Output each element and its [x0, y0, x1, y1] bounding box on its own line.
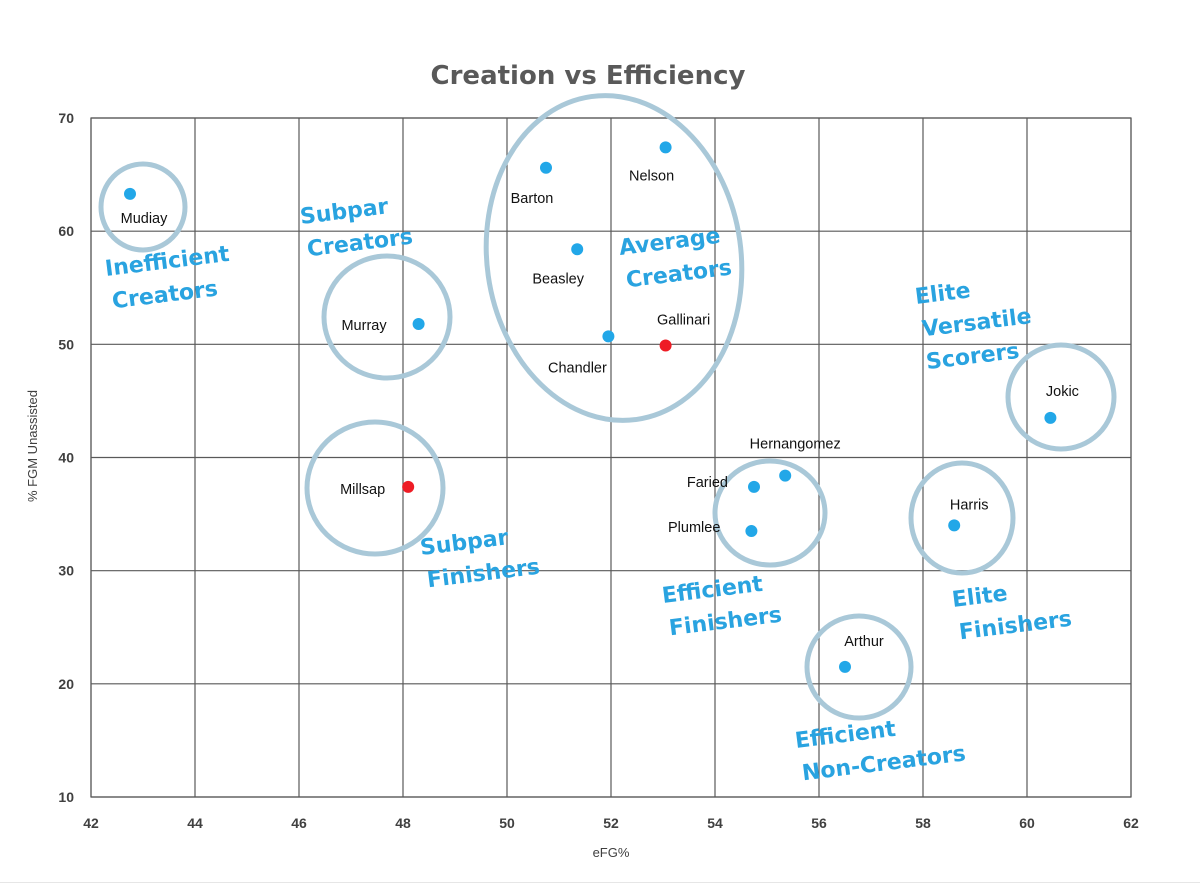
- x-axis-ticks: 42 44 46 48 50 52 54 56 58 60 62: [83, 815, 1139, 831]
- group-annotation-line: Average: [618, 224, 722, 261]
- data-point-faried: [748, 480, 760, 493]
- data-point-barton: [540, 161, 552, 174]
- group-annotation-line: Inefficient: [104, 242, 232, 282]
- group-annotation: AverageCreators: [618, 223, 734, 294]
- plot-frame: [90, 117, 1132, 798]
- group-annotation-line: Efficient: [794, 717, 898, 754]
- group-annotation: SubparFinishers: [419, 522, 542, 594]
- point-label: Mudiay: [121, 211, 168, 227]
- group-ring: [804, 613, 914, 721]
- data-point-jokic: [1044, 411, 1057, 424]
- data-point-murray: [412, 317, 425, 330]
- x-tick-label: 42: [83, 815, 99, 831]
- y-tick-label: 10: [58, 789, 74, 805]
- point-labels: Mudiay Murray Millsap Barton Nelson Beasley Ch…: [121, 168, 1079, 649]
- x-tick-label: 50: [499, 815, 515, 831]
- data-point-nelson: [659, 141, 672, 154]
- group-rings: [98, 93, 1117, 721]
- point-label: Jokic: [1046, 384, 1079, 400]
- y-tick-label: 20: [58, 676, 74, 692]
- y-tick-label: 50: [58, 336, 74, 352]
- point-label: Gallinari: [657, 312, 710, 328]
- x-axis-label: eFG%: [593, 845, 630, 860]
- group-annotation: EfficientFinishers: [661, 570, 784, 642]
- y-axis-label: % FGM Unassisted: [25, 390, 40, 502]
- data-point-arthur: [839, 660, 851, 673]
- y-tick-label: 60: [58, 223, 74, 239]
- point-label: Plumlee: [668, 520, 720, 536]
- point-label: Faried: [687, 475, 728, 491]
- y-tick-label: 70: [58, 110, 74, 126]
- group-ring: [908, 460, 1016, 576]
- group-annotations: InefficientCreatorsSubparCreatorsSubparF…: [104, 192, 1074, 787]
- point-label: Millsap: [340, 482, 385, 498]
- bottom-rule: [0, 882, 1200, 883]
- point-label: Barton: [511, 191, 554, 207]
- group-ring: [483, 93, 745, 423]
- x-tick-label: 56: [811, 815, 827, 831]
- point-label: Nelson: [629, 168, 674, 184]
- group-annotation-line: Finishers: [958, 607, 1074, 646]
- data-point-chandler: [602, 330, 615, 343]
- x-tick-label: 52: [603, 815, 619, 831]
- point-label: Hernangomez: [750, 437, 841, 453]
- group-annotation-line: Finishers: [668, 603, 784, 642]
- group-ring: [1005, 342, 1117, 452]
- group-annotation: EliteVersatileScorers: [914, 271, 1037, 375]
- group-ring: [98, 161, 188, 253]
- x-tick-label: 60: [1019, 815, 1035, 831]
- data-point-harris: [948, 519, 961, 532]
- data-points: [124, 141, 1057, 673]
- data-point-plumlee: [745, 525, 758, 538]
- x-tick-label: 46: [291, 815, 307, 831]
- grid: [90, 117, 1132, 798]
- group-annotation: EliteFinishers: [951, 574, 1074, 646]
- data-point-gallinari: [659, 339, 672, 352]
- x-tick-label: 62: [1123, 815, 1139, 831]
- group-annotation-line: Subpar: [299, 194, 390, 230]
- data-point-millsap: [402, 480, 415, 493]
- group-annotation-line: Elite: [951, 581, 1009, 613]
- point-label: Harris: [950, 497, 989, 513]
- group-annotation-line: Finishers: [426, 555, 542, 594]
- point-label: Murray: [341, 318, 387, 334]
- group-annotation-line: Creators: [111, 277, 220, 315]
- data-point-beasley: [571, 243, 584, 256]
- group-ring: [321, 253, 453, 381]
- point-label: Chandler: [548, 360, 607, 376]
- y-tick-label: 30: [58, 563, 74, 579]
- chart-title: Creation vs Efficiency: [431, 61, 746, 91]
- group-annotation: InefficientCreators: [104, 242, 236, 315]
- group-annotation-line: Subpar: [419, 525, 510, 561]
- group-ring: [304, 419, 446, 557]
- group-annotation-line: Elite: [914, 278, 972, 310]
- group-annotation-line: Versatile: [921, 304, 1033, 342]
- point-label: Beasley: [532, 271, 584, 287]
- data-point-hernangomez: [779, 469, 792, 482]
- group-annotation: SubparCreators: [299, 192, 415, 263]
- x-tick-label: 54: [707, 815, 723, 831]
- x-tick-label: 48: [395, 815, 411, 831]
- group-ring: [712, 458, 828, 568]
- group-annotation-line: Creators: [625, 256, 734, 294]
- group-annotation: EfficientNon-Creators: [794, 709, 967, 787]
- data-point-mudiay: [124, 187, 136, 200]
- x-tick-label: 44: [187, 815, 203, 831]
- y-axis-ticks: 10 20 30 40 50 60 70: [58, 110, 74, 805]
- point-label: Arthur: [844, 634, 884, 650]
- y-tick-label: 40: [58, 450, 74, 466]
- group-annotation-line: Efficient: [661, 572, 765, 609]
- x-tick-label: 58: [915, 815, 931, 831]
